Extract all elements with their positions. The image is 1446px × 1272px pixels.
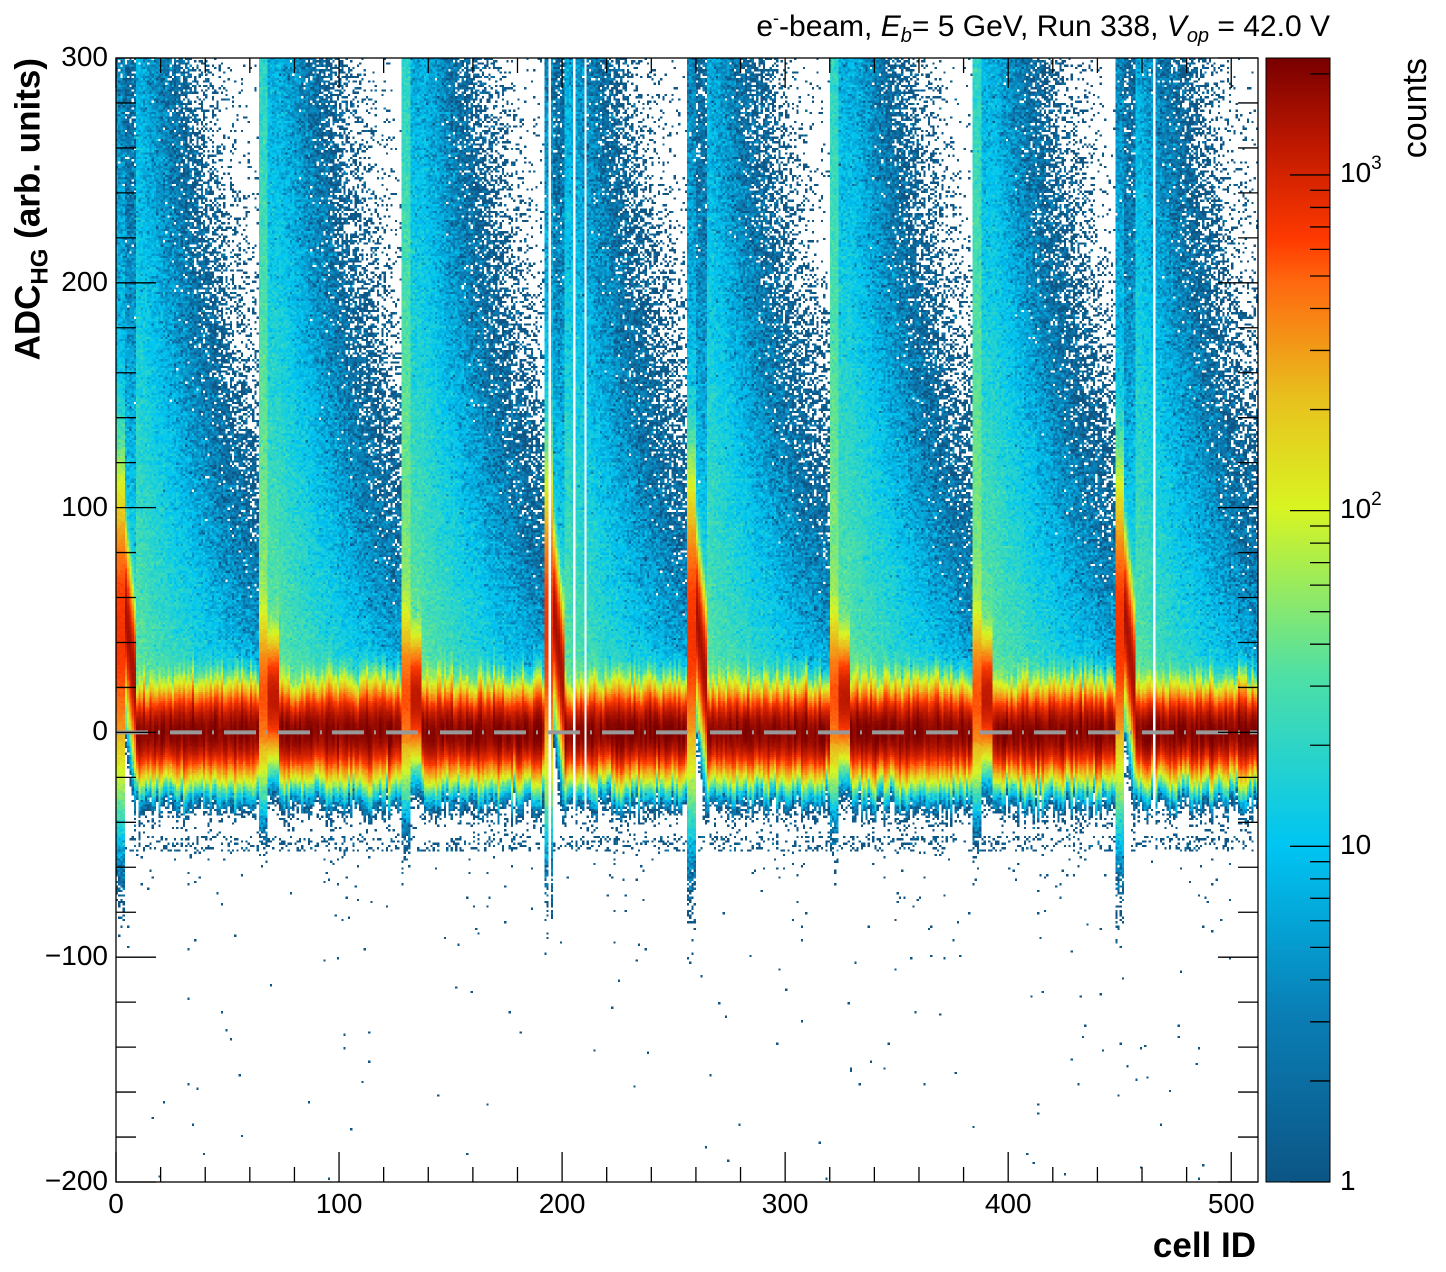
x-tick-label: 400 <box>984 1188 1032 1219</box>
x-tick-label: 300 <box>761 1188 809 1219</box>
y-tick-label: −200 <box>44 1165 108 1196</box>
y-tick-label: 100 <box>61 490 108 522</box>
plot-title: e--beam, Eb= 5 GeV, Run 338, Vop = 42.0 … <box>756 8 1330 47</box>
y-tick-label: 200 <box>61 265 108 297</box>
colorbar-tick-label: 102 <box>1340 488 1382 524</box>
y-tick-label: −100 <box>44 940 108 972</box>
x-tick-label: 500 <box>1207 1188 1255 1219</box>
colorbar-tick-label: 10 <box>1340 829 1372 861</box>
colorbar-tick-label: 1 <box>1340 1165 1356 1196</box>
heatmap-plot <box>116 58 1258 1182</box>
color-scale-bar <box>1266 58 1330 1182</box>
colorbar-frame <box>1265 57 1331 1183</box>
y-tick-label: 300 <box>61 41 108 72</box>
x-axis-title: cell ID <box>1152 1226 1256 1265</box>
plot-frame <box>115 57 1259 1183</box>
x-tick-label: 200 <box>538 1188 586 1219</box>
y-axis-title: ADCHG (arb. units) <box>8 58 53 361</box>
y-tick-label: 0 <box>92 715 108 747</box>
x-tick-label: 100 <box>315 1188 363 1219</box>
x-tick-label: 0 <box>108 1188 124 1219</box>
colorbar-tick-label: 103 <box>1340 152 1382 188</box>
